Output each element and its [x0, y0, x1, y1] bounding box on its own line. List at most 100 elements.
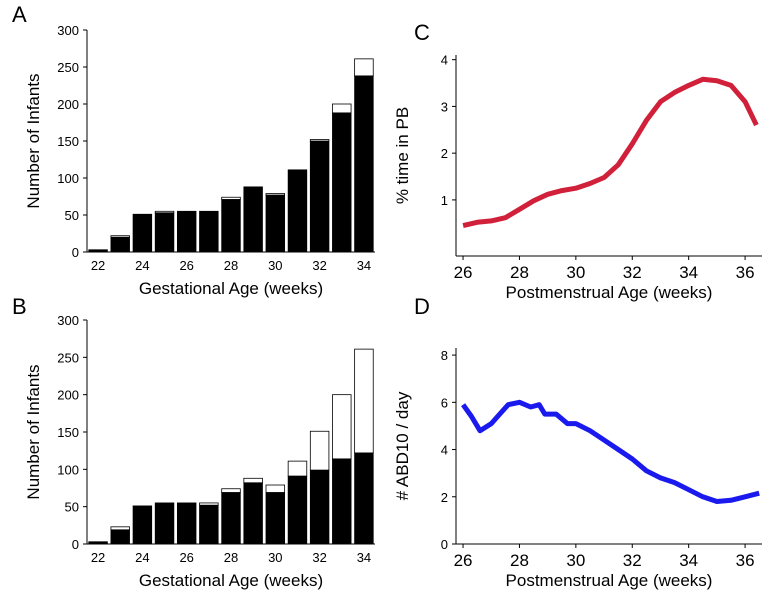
panel-letter: D	[414, 294, 430, 319]
y-axis-title: Number of Infants	[24, 364, 43, 499]
x-tick-label: 22	[91, 258, 105, 273]
panel-letter: B	[12, 294, 27, 319]
x-tick-label: 30	[566, 551, 585, 570]
y-tick-label: 100	[57, 171, 79, 186]
x-tick-label: 32	[623, 551, 642, 570]
bar-segment	[199, 504, 219, 545]
y-tick-label: 6	[441, 395, 448, 410]
bar-segment	[243, 482, 263, 545]
bar-segment	[221, 492, 241, 545]
bar-segment	[309, 469, 330, 545]
panel-letter: C	[414, 20, 430, 45]
y-axis-title: # ABD10 / day	[393, 391, 412, 500]
x-tick-label: 34	[357, 550, 371, 565]
bar-segment	[309, 140, 330, 253]
bar-segment	[221, 488, 241, 493]
bar-segment	[176, 502, 197, 545]
x-tick-label: 28	[510, 263, 529, 282]
x-tick-label: 26	[179, 550, 193, 565]
y-tick-label: 250	[57, 350, 79, 365]
x-tick-label: 24	[135, 258, 149, 273]
x-tick-label: 30	[566, 263, 585, 282]
x-tick-label: 34	[679, 263, 698, 282]
x-tick-label: 28	[224, 258, 238, 273]
data-line	[461, 399, 760, 504]
bar-segment	[309, 430, 330, 471]
x-tick-label: 22	[91, 550, 105, 565]
bar-segment	[287, 169, 308, 253]
y-tick-label: 4	[441, 53, 448, 68]
y-tick-label: 8	[441, 348, 448, 363]
x-tick-label: 34	[357, 258, 371, 273]
bar-segment	[243, 477, 263, 484]
y-tick-label: 50	[65, 500, 79, 515]
bar-segment	[154, 212, 175, 253]
y-tick-label: 0	[72, 537, 79, 552]
bar-segment	[243, 186, 263, 253]
bar-segment	[354, 348, 374, 454]
x-tick-label: 36	[736, 551, 755, 570]
bar-segment	[88, 249, 108, 253]
y-tick-label: 300	[57, 23, 79, 38]
bar-segment	[287, 460, 308, 477]
x-axis-title: Postmenstrual Age (weeks)	[506, 571, 713, 590]
x-axis-title: Gestational Age (weeks)	[139, 571, 323, 590]
bar-segment	[332, 112, 352, 253]
x-tick-label: 36	[736, 263, 755, 282]
y-tick-label: 200	[57, 388, 79, 403]
bar-segment	[354, 452, 374, 545]
x-tick-label: 34	[679, 551, 698, 570]
bar-segment	[88, 541, 108, 545]
x-axis-title: Gestational Age (weeks)	[139, 279, 323, 298]
bar-segment	[221, 196, 241, 200]
bar-segment	[287, 475, 308, 545]
bar-segment	[332, 458, 352, 545]
y-tick-label: 50	[65, 208, 79, 223]
y-tick-label: 200	[57, 97, 79, 112]
bar-segment	[265, 193, 286, 196]
y-tick-label: 1	[441, 193, 448, 208]
y-tick-label: 150	[57, 425, 79, 440]
x-tick-label: 32	[623, 263, 642, 282]
x-tick-label: 32	[312, 550, 326, 565]
x-tick-label: 28	[224, 550, 238, 565]
x-tick-label: 32	[312, 258, 326, 273]
x-tick-label: 28	[510, 551, 529, 570]
y-tick-label: 150	[57, 134, 79, 149]
bar-segment	[110, 235, 130, 238]
x-tick-label: 30	[268, 550, 282, 565]
y-axis-title: % time in PB	[393, 107, 412, 204]
bar-segment	[354, 75, 374, 253]
y-tick-label: 4	[441, 443, 448, 458]
x-tick-label: 26	[454, 551, 473, 570]
y-axis-title: Number of Infants	[24, 73, 43, 208]
x-tick-label: 26	[179, 258, 193, 273]
bar-segment	[110, 529, 130, 545]
y-tick-label: 100	[57, 462, 79, 477]
x-tick-label: 26	[454, 263, 473, 282]
bar-segment	[265, 484, 286, 493]
bar-segment	[221, 199, 241, 253]
bar-segment	[132, 213, 153, 253]
bar-segment	[332, 103, 352, 114]
y-tick-label: 300	[57, 313, 79, 328]
bar-segment	[265, 194, 286, 253]
y-tick-label: 3	[441, 99, 448, 114]
bar-segment	[176, 210, 197, 253]
y-tick-label: 0	[441, 537, 448, 552]
x-axis-title: Postmenstrual Age (weeks)	[506, 283, 713, 302]
bar-segment	[154, 210, 175, 214]
data-line	[462, 76, 759, 229]
panel-letter: A	[12, 2, 27, 27]
bar-segment	[199, 502, 219, 506]
x-tick-label: 30	[268, 258, 282, 273]
bar-segment	[199, 210, 219, 253]
bar-segment	[132, 505, 153, 545]
y-tick-label: 2	[441, 490, 448, 505]
bar-segment	[110, 526, 130, 531]
bar-segment	[265, 492, 286, 545]
bar-segment	[154, 502, 175, 545]
bar-segment	[354, 58, 374, 77]
bar-segment	[309, 139, 330, 142]
y-tick-label: 0	[72, 245, 79, 260]
